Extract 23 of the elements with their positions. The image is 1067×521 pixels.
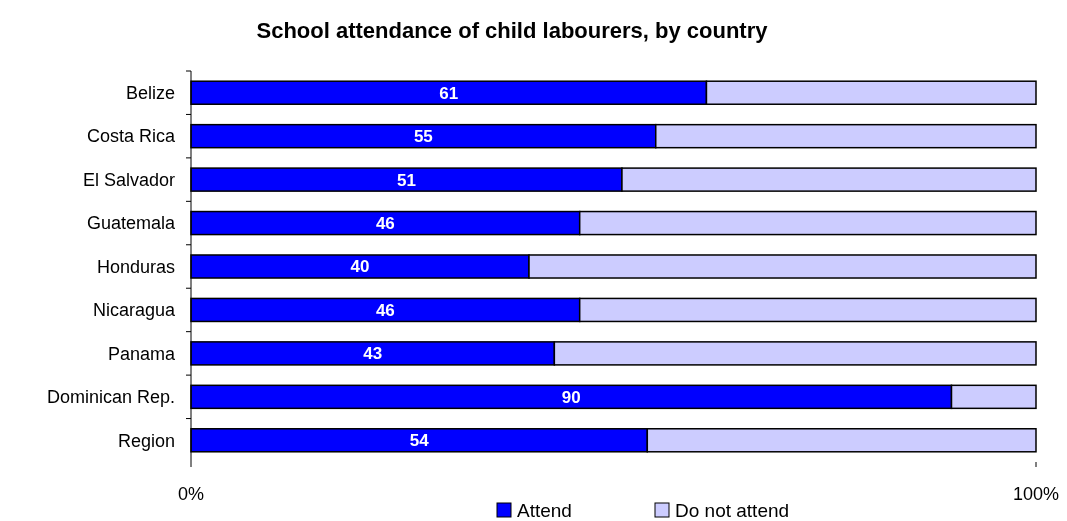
y-tick-label: Guatemala <box>86 213 176 234</box>
y-tick-label: Region <box>117 430 175 451</box>
y-tick-label: Belize <box>125 83 175 104</box>
y-tick-label: Panama <box>107 343 176 364</box>
y-tick-label: Nicaragua <box>92 300 176 321</box>
y-tick-label: Honduras <box>96 256 175 277</box>
legend-label: Do not attend <box>675 500 790 521</box>
x-tick-label: 100% <box>1012 484 1060 504</box>
y-tick-label: Dominican Rep. <box>46 387 175 408</box>
data-label: 61 <box>439 83 459 103</box>
chart-title: School attendance of child labourers, by country <box>256 18 769 43</box>
data-label: 46 <box>375 300 395 320</box>
data-label: 51 <box>397 170 416 190</box>
data-label: 46 <box>375 214 395 234</box>
y-tick-label: Costa Rica <box>86 126 176 147</box>
x-tick-label: 0% <box>177 484 205 504</box>
y-tick-label: El Salvador <box>82 169 175 190</box>
data-label: 54 <box>409 431 430 451</box>
legend-label: Attend <box>517 500 572 521</box>
data-label: 40 <box>350 257 370 277</box>
data-label: 55 <box>413 127 433 147</box>
data-label: 90 <box>561 387 581 407</box>
data-label: 43 <box>363 344 383 364</box>
